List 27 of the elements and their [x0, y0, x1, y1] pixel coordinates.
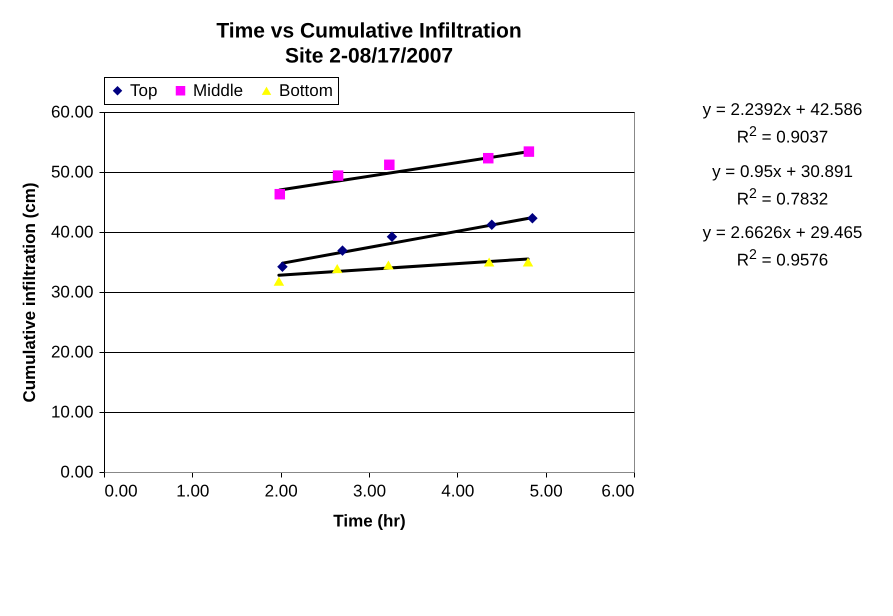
y-tick-label: 60.00	[50, 102, 94, 122]
y-axis-title: Cumulative infiltration (cm)	[20, 182, 39, 403]
x-tick-label: 0.00	[104, 482, 138, 500]
text: R$^{2}$ = 0.9037	[736, 124, 830, 148]
text: y = 2.6626x + 29.465	[702, 223, 864, 244]
legend-label: Top	[130, 80, 158, 100]
legend-label: Bottom	[279, 80, 333, 100]
text: y = 0.95x + 30.891	[711, 162, 854, 182]
y-tick-label: 0.00	[60, 462, 94, 482]
text: R$^{2}$ = 0.9576	[736, 247, 830, 271]
x-axis-title: Time (hr)	[333, 512, 406, 530]
y-tick-label: 50.00	[50, 162, 94, 182]
legend-label: Middle	[193, 80, 244, 100]
chart-subtitle: Site 2-08/17/2007	[284, 44, 454, 68]
chart-title: Time vs Cumulative Infiltration	[216, 20, 522, 42]
x-tick-label: 2.00	[264, 482, 298, 500]
y-tick-label: 30.00	[50, 282, 94, 302]
x-tick-label: 4.00	[441, 482, 474, 500]
y-tick-label: 10.00	[50, 402, 94, 422]
x-tick-label: 5.00	[530, 482, 563, 500]
x-tick-label: 1.00	[176, 482, 210, 500]
x-tick-label: 3.00	[352, 482, 386, 500]
text: y = 2.2392x + 42.586	[702, 100, 864, 120]
text: R$^{2}$ = 0.7832	[736, 186, 830, 210]
y-tick-label: 40.00	[50, 222, 94, 242]
y-tick-label: 20.00	[50, 342, 94, 362]
x-tick-label: 6.00	[601, 482, 634, 500]
